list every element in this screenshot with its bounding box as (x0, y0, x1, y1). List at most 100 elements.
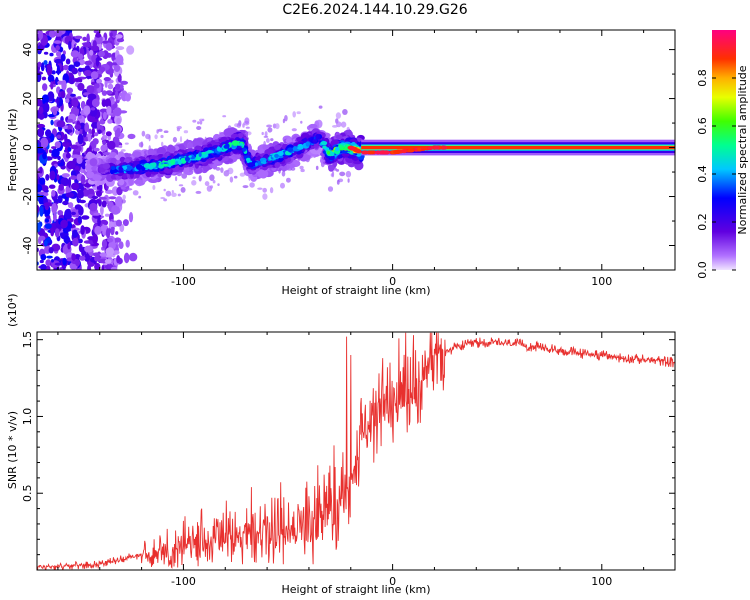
noise-blob (39, 259, 44, 264)
ridge-blob (262, 160, 267, 165)
snr-series-line (37, 332, 675, 570)
noise-blob (37, 98, 43, 107)
noise-blob (45, 174, 50, 181)
noise-blob (86, 33, 90, 44)
noise-blob (37, 61, 42, 68)
noise-blob (49, 149, 52, 154)
noise-blob (91, 195, 99, 200)
noise-blob (100, 205, 104, 216)
noise-blob (77, 67, 84, 72)
noise-blob (56, 51, 62, 57)
ridge-blob (335, 146, 340, 152)
faint-blob (262, 187, 268, 193)
noise-blob (81, 160, 87, 170)
noise-blob (101, 90, 107, 96)
ridge-blob (239, 142, 243, 146)
noise-blob (90, 107, 96, 111)
noise-blob (45, 129, 52, 138)
faint-blob (336, 179, 340, 185)
noise-blob (114, 129, 121, 138)
colorbar: 0.0 0.2 0.4 0.6 0.8 Normalized spectral ampl… (696, 30, 749, 279)
ridge-blob (254, 157, 262, 162)
faint-blob (163, 198, 168, 202)
noise-blob (48, 30, 57, 38)
ridge-blob (185, 156, 190, 162)
faint-blob (267, 127, 273, 133)
noise-blob (54, 228, 60, 238)
faint-blob (299, 165, 304, 170)
band-hot-blob (382, 150, 391, 155)
noise-blob (65, 152, 71, 159)
noise-blob (117, 73, 122, 83)
noise-blob (39, 205, 44, 217)
colorbar-tick-label: 0.8 (696, 69, 709, 87)
noise-blob (68, 76, 76, 85)
ridge-blob (297, 146, 304, 150)
noise-blob (115, 46, 125, 51)
noise-blob (47, 91, 55, 102)
faint-blob (171, 190, 174, 194)
faint-blob (266, 138, 270, 143)
noise-blob (114, 90, 119, 100)
noise-blob (76, 96, 82, 100)
noise-blob (43, 60, 48, 65)
noise-blob (53, 198, 59, 203)
noise-blob (105, 213, 110, 217)
faint-blob (242, 123, 245, 128)
noise-blob (115, 34, 123, 39)
ridge-blob (274, 161, 281, 169)
ridge-blob (198, 151, 202, 158)
ridge-blob (237, 133, 244, 139)
band-hot-blob (349, 146, 355, 151)
noise-blob (37, 123, 46, 129)
noise-blob (61, 173, 70, 178)
noise-blob (116, 117, 121, 124)
noise-blob (89, 49, 94, 56)
page-title: C2E6.2024.144.10.29.G26 (282, 2, 468, 18)
snr-frame (36, 331, 676, 571)
faint-blob (263, 135, 269, 138)
faint-blob (335, 112, 341, 119)
noise-blob (46, 255, 53, 259)
faint-blob (222, 115, 227, 118)
noise-blob (54, 262, 63, 266)
ridge-blob (242, 147, 246, 152)
faint-blob (165, 190, 172, 197)
ridge-blob (305, 141, 310, 147)
faint-blob (160, 134, 164, 139)
ridge-blob (320, 141, 328, 146)
noise-blob (105, 131, 112, 137)
noise-blob (64, 133, 68, 144)
noise-blob (72, 158, 78, 165)
noise-blob (46, 64, 52, 70)
noise-blob (81, 215, 90, 220)
ridge-blob (179, 144, 185, 151)
noise-blob (47, 74, 55, 83)
faint-blob (181, 173, 188, 179)
noise-blob (96, 78, 103, 84)
faint-blob (261, 131, 264, 136)
faint-blob (145, 133, 151, 140)
noise-blob (40, 264, 47, 270)
ridge-blob (89, 158, 98, 167)
faint-blob (226, 169, 230, 172)
faint-blob (244, 117, 250, 124)
faint-blob (345, 170, 352, 178)
noise-blob (40, 137, 49, 148)
noise-blob (37, 204, 40, 214)
noise-blob (118, 144, 123, 149)
noise-blob (74, 124, 82, 130)
x-tick-label: 100 (591, 575, 612, 588)
y-tick-label: -20 (21, 188, 34, 206)
faint-blob (209, 185, 214, 189)
noise-blob (105, 42, 113, 51)
noise-blob (83, 70, 92, 77)
noise-blob (77, 189, 84, 199)
noise-blob (60, 177, 69, 186)
faint-blob (330, 173, 334, 177)
noise-blob (99, 252, 107, 257)
ridge-blob (147, 148, 155, 156)
noise-blob (65, 98, 70, 104)
noise-blob (56, 96, 60, 106)
